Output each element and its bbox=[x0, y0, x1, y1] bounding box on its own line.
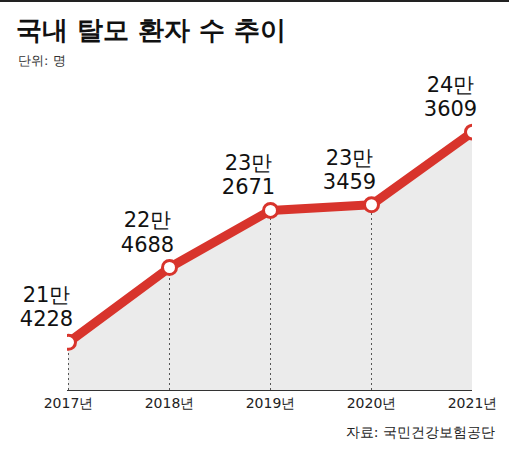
svg-text:2021년: 2021년 bbox=[448, 395, 498, 411]
svg-text:2017년: 2017년 bbox=[44, 395, 94, 411]
html-text:단위: 명: 단위: 명 bbox=[18, 53, 66, 68]
html-text:국내 탈모 환자 수 추이: 국내 탈모 환자 수 추이 bbox=[16, 15, 287, 45]
svg-text:23만3459: 23만3459 bbox=[323, 146, 376, 194]
svg-text:2018년: 2018년 bbox=[145, 395, 195, 411]
svg-text:21만4228: 21만4228 bbox=[20, 283, 73, 331]
svg-text:2020년: 2020년 bbox=[347, 395, 397, 411]
svg-text:24만3609: 24만3609 bbox=[424, 73, 477, 121]
svg-text:2019년: 2019년 bbox=[246, 395, 296, 411]
html-text:자료: 국민건강보험공단: 자료: 국민건강보험공단 bbox=[345, 424, 495, 440]
svg-text:23만2671: 23만2671 bbox=[222, 151, 275, 199]
svg-text:22만4688: 22만4688 bbox=[121, 208, 174, 256]
